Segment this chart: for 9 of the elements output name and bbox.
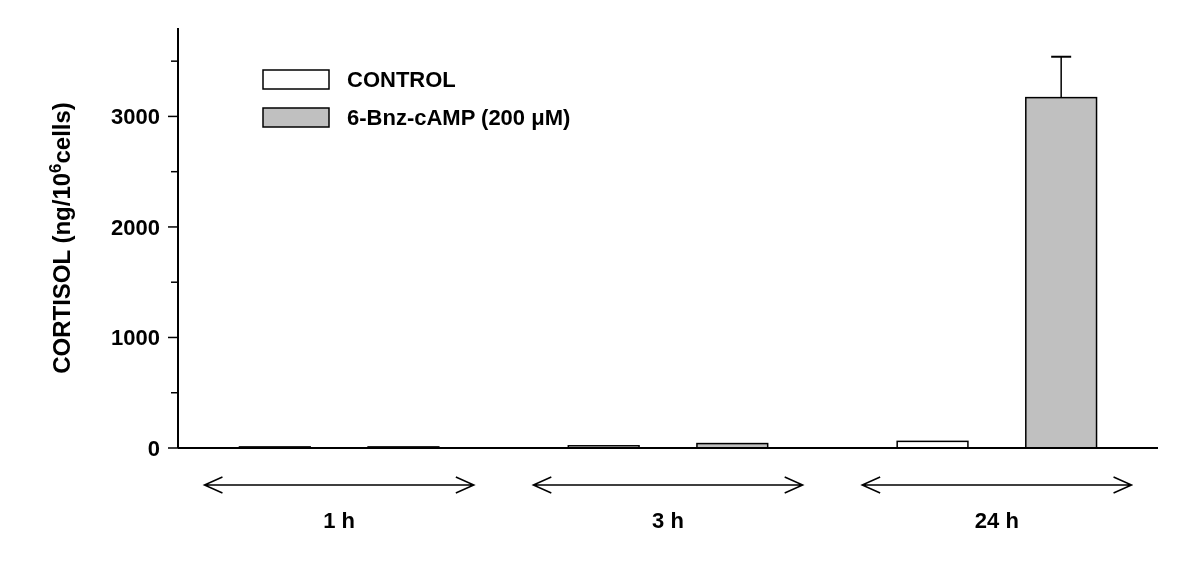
y-tick-label: 3000 (111, 104, 160, 130)
x-tick-label: 3 h (652, 508, 684, 533)
x-tick-label: 24 h (974, 508, 1019, 533)
y-tick-label: 1000 (111, 325, 160, 351)
legend-label: 6-Bnz-cAMP (200 μM) (347, 105, 571, 130)
y-tick-label: 2000 (111, 214, 160, 240)
legend-label: CONTROL (347, 67, 456, 92)
y-tick-label: 0 (147, 435, 160, 461)
x-tick-label: 1 h (323, 508, 356, 533)
